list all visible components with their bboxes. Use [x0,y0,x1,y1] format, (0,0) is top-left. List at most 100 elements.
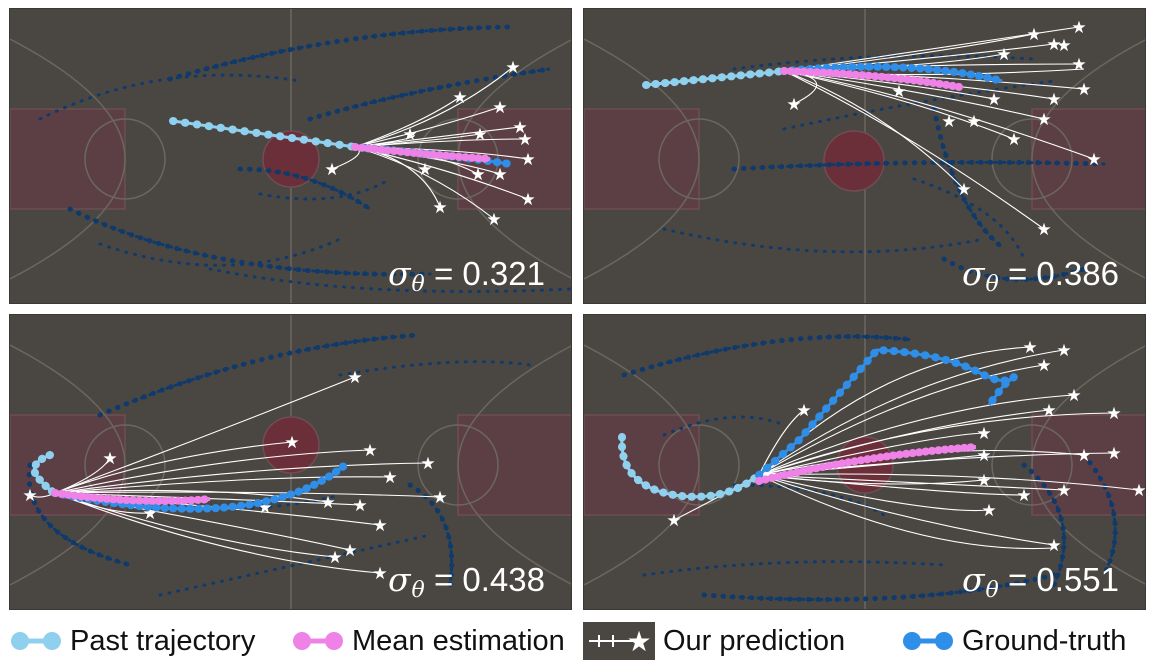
svg-text:★: ★ [1041,401,1056,421]
svg-text:★: ★ [891,82,906,102]
legend-label: Mean estimation [352,624,565,657]
court-diagram: ★★★ ★★★ ★★★ ★★★ ★★★ ★★★ [584,9,1145,303]
svg-text:★: ★ [1076,446,1091,466]
svg-text:★: ★ [996,45,1011,65]
svg-text:★: ★ [492,165,507,185]
svg-text:★: ★ [362,441,377,461]
legend-label: Past trajectory [70,624,256,657]
svg-text:★: ★ [956,180,971,200]
svg-text:★: ★ [666,511,681,531]
svg-text:★: ★ [417,160,432,180]
sigma-label: σθ = 0.321 [388,254,545,297]
court-diagram: ★★ ★ ★★★ ★★★ ★★★ ★ ★★ [10,9,571,303]
svg-text:★: ★ [1086,150,1101,170]
svg-text:★: ★ [505,58,520,78]
legend-item-ground-truth: Ground-truth [902,621,1126,661]
svg-text:★: ★ [1106,404,1121,424]
svg-text:★: ★ [1056,36,1071,56]
svg-text:★: ★ [1036,356,1051,376]
prediction-star-icon: ★ [583,622,655,660]
svg-text:★: ★ [1056,341,1071,361]
svg-text:★: ★ [976,471,991,491]
svg-text:★: ★ [327,548,342,568]
past-trajectory-icon [11,632,61,650]
legend-item-past: Past trajectory [10,621,255,661]
svg-text:★: ★ [22,486,37,506]
svg-text:★: ★ [1071,55,1086,75]
svg-text:★: ★ [941,112,956,132]
predicted-trajectories [29,376,441,574]
legend-item-mean: Mean estimation [292,621,565,661]
svg-text:★: ★ [102,449,117,469]
court-markings [584,315,1145,609]
svg-text:★: ★ [1106,444,1121,464]
svg-text:★: ★ [1066,386,1081,406]
ground-truth-icon [903,632,953,650]
legend-item-prediction: ★ Our prediction [583,621,845,661]
sigma-label: σθ = 0.551 [962,560,1119,603]
svg-text:★: ★ [1046,90,1061,110]
svg-text:★: ★ [472,125,487,145]
svg-text:★: ★ [1026,25,1041,45]
other-player-dots [26,332,455,588]
panel-2: ★ ★ ★ ★ ★ ★ ★ ★ ★ ★ ★ ★ ★ ★ ★ ★ ★ ★ σθ = 0.386 [583,8,1146,304]
svg-text:★: ★ [1036,110,1051,130]
svg-text:★: ★ [981,501,996,521]
svg-text:★: ★ [1036,220,1051,240]
svg-text:★: ★ [1022,338,1037,358]
svg-text:★: ★ [372,564,387,584]
svg-text:★: ★ [432,488,447,508]
prediction-endpoints: ★★ ★ ★★★ ★★★ ★★★ ★ ★★ [324,58,535,230]
mean-estimation-icon [293,632,343,650]
svg-text:★: ★ [382,468,397,488]
prediction-endpoints: ★★★ ★★★ ★★★ ★★★ ★★★ ★★★ [666,338,1146,556]
sigma-label: σθ = 0.438 [388,560,545,603]
svg-text:★: ★ [492,98,507,118]
svg-text:★: ★ [372,516,387,536]
svg-text:★: ★ [520,150,535,170]
svg-text:★: ★ [786,95,801,115]
svg-text:★: ★ [320,493,335,513]
svg-text:★: ★ [402,125,417,145]
svg-text:★: ★ [512,118,527,138]
legend: Past trajectory Mean estimation ★ Our pr… [0,618,1157,665]
legend-label: Our prediction [663,624,846,657]
svg-text:★: ★ [486,210,501,230]
sigma-label: σθ = 0.386 [962,254,1119,297]
svg-text:★: ★ [352,496,367,516]
prediction-endpoints: ★★★ ★★★ ★★★ ★★★ ★★★ ★★★ [786,18,1101,240]
svg-text:★: ★ [284,433,299,453]
svg-text:★: ★ [1056,481,1071,501]
panel-4: ★ ★ ★ ★ ★ ★ ★ ★ ★ ★ ★ ★ ★ ★ ★ ★ ★ ★ σθ = 0.551 [583,314,1146,610]
svg-text:★: ★ [1131,481,1146,501]
svg-text:★: ★ [342,541,357,561]
court-diagram: ★★ ★ ★★★ ★★★ ★★★ ★★ ★ ★ [10,315,571,609]
svg-text:★: ★ [966,112,981,132]
svg-text:★: ★ [796,401,811,421]
svg-text:★: ★ [470,165,485,185]
svg-text:★: ★ [420,454,435,474]
panel-1: ★ ★ ★ ★ ★ ★ ★ ★ ★ ★ ★ ★ ★ ★ ★ σθ = 0.321 [9,8,572,304]
svg-text:★: ★ [1006,130,1021,150]
legend-label: Ground-truth [962,624,1127,657]
svg-text:★: ★ [976,446,991,466]
svg-text:★: ★ [626,625,651,658]
svg-text:★: ★ [1076,80,1091,100]
other-player-dots [67,24,553,277]
svg-text:★: ★ [520,190,535,210]
svg-text:★: ★ [1016,486,1031,506]
svg-text:★: ★ [986,90,1001,110]
svg-text:★: ★ [432,198,447,218]
svg-text:★: ★ [347,368,362,388]
svg-text:★: ★ [324,160,339,180]
svg-text:★: ★ [1046,35,1061,55]
panel-3: ★ ★ ★ ★ ★ ★ ★ ★ ★ ★ ★ ★ ★ ★ ★ ★ σθ = 0.438 [9,314,572,610]
svg-text:★: ★ [1071,18,1086,38]
other-player-dots [731,106,1107,282]
svg-text:★: ★ [976,424,991,444]
court-markings [584,9,1145,303]
svg-text:★: ★ [452,88,467,108]
court-diagram: ★★★ ★★★ ★★★ ★★★ ★★★ ★★★ [584,315,1146,609]
svg-text:★: ★ [1046,536,1061,556]
svg-text:★: ★ [517,130,532,150]
